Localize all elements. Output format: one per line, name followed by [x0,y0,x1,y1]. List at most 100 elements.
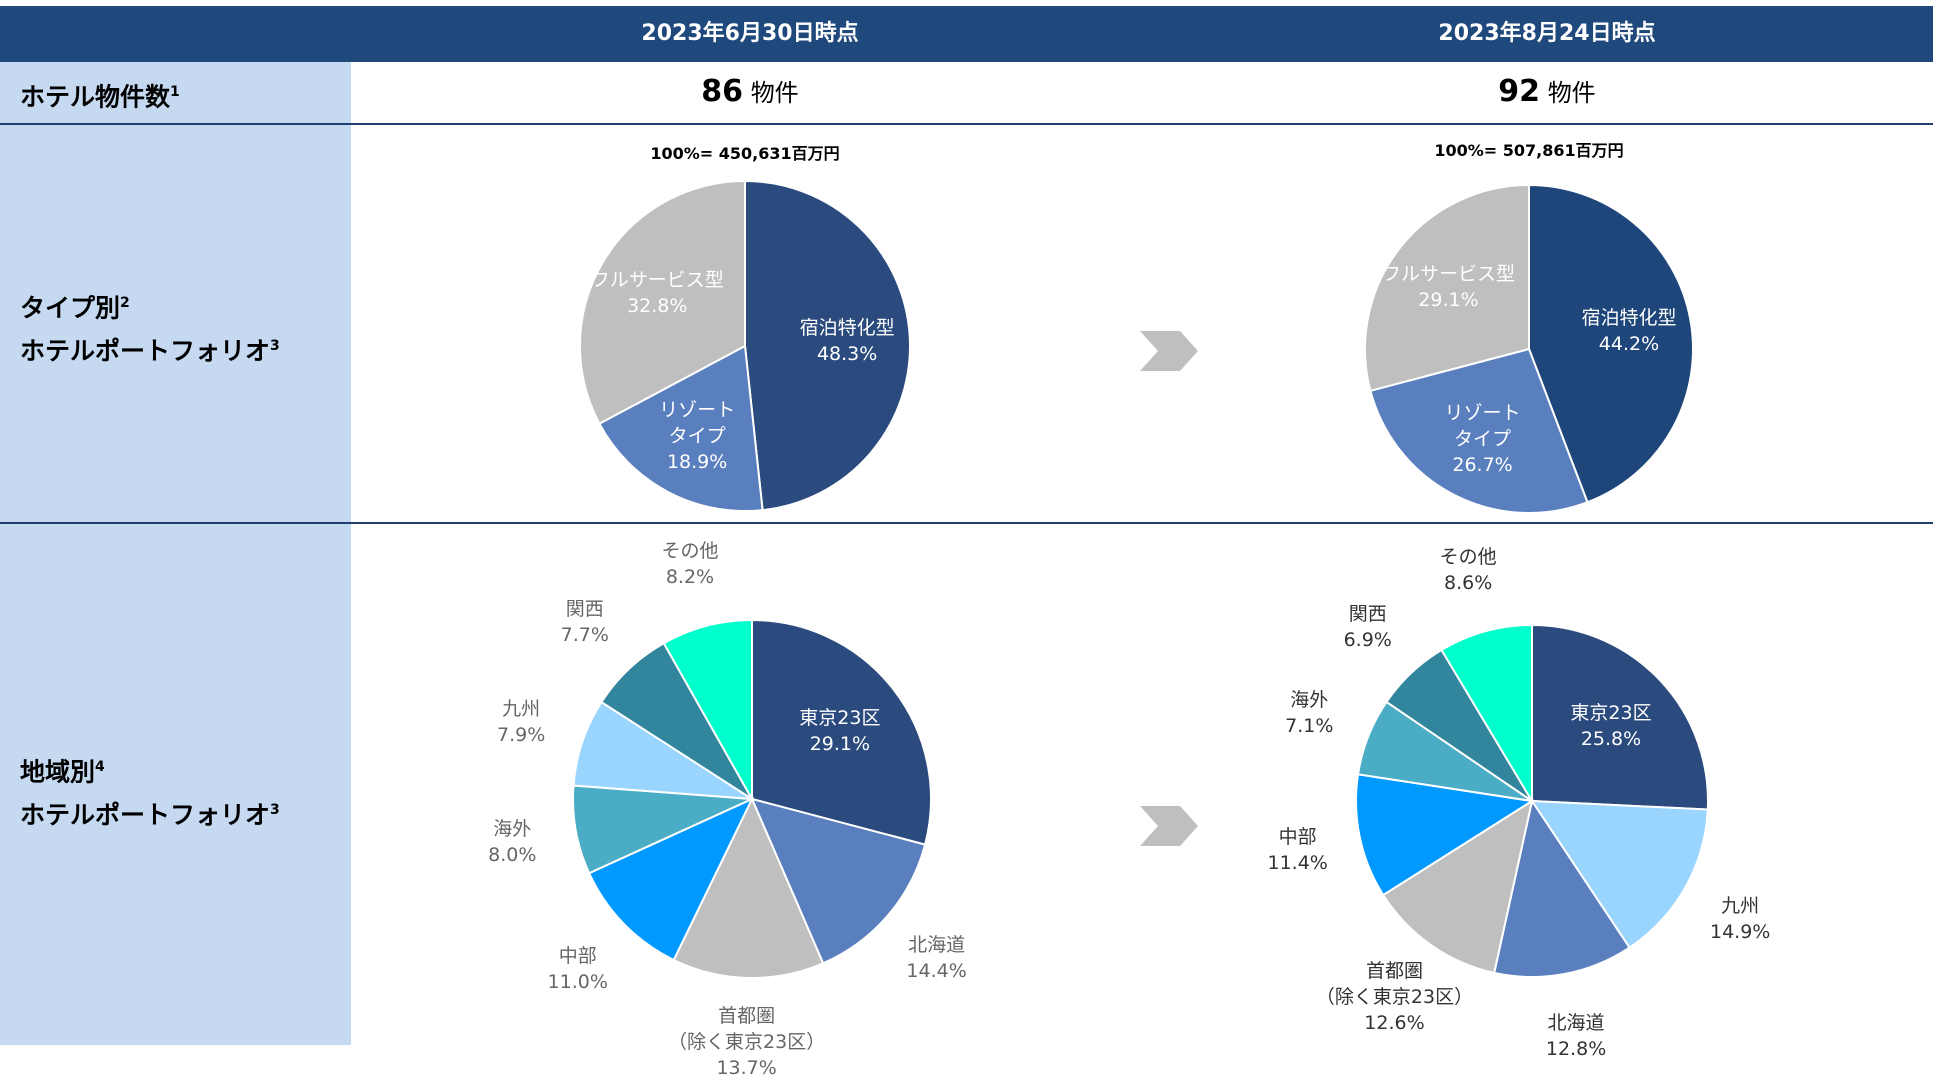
category-label: 首都圏 （除く東京23区） [668,1005,826,1054]
category-label: 海外 [493,817,532,840]
value-label: 12.6% [1364,1011,1425,1034]
slice-label: 中部 11.4% [1267,824,1327,876]
slice-label: 宿泊特化型 48.3% [800,315,895,367]
category-label: 九州 [1721,895,1760,918]
value-label: 11.4% [1267,851,1328,874]
row-label-cell [0,524,351,1045]
category-label: フルサービス型 [590,269,724,292]
slice-label: 中部 11.0% [548,943,608,995]
value-label: 29.1% [1418,288,1479,311]
column-header: 2023年6月30日時点 [641,21,859,46]
category-label: 北海道 [1547,1012,1605,1035]
pie-slice [1369,347,1589,514]
category-label: その他 [661,539,719,562]
value-label: 26.7% [1452,454,1513,477]
value-label: 14.9% [1709,921,1771,944]
row-label-cell [0,62,351,123]
arrow [1140,331,1198,371]
category-label: 東京23区 [799,707,881,730]
slice-label: 九州 7.9% [497,696,545,748]
chart-title: 100%= 450,631百万円 [650,144,840,163]
category-label: その他 [1439,546,1497,569]
header-bar [0,6,1933,62]
value-label: 18.9% [666,451,728,474]
slice-label: 東京23区 25.8% [1570,700,1651,752]
category-label: 九州 [502,697,541,720]
slice-label: その他 8.6% [1440,544,1497,596]
pie-slice [598,344,764,512]
row-label: ホテル物件数1 [20,82,180,112]
value-label: 32.8% [627,295,688,318]
pie-slice [672,796,825,979]
pie-slice [750,797,927,965]
category-label: 首都圏 （除く東京23区） [1315,959,1474,1008]
slice-label: 首都圏 （除く東京23区） 12.6% [1316,958,1473,1036]
value-label: 6.9% [1343,628,1392,651]
charts [572,179,1709,979]
slice-label: リゾート タイプ 26.7% [1445,400,1521,478]
row-label: 地域別4 ホテルポートフォリオ3 [20,757,280,830]
category-label: 宿泊特化型 [799,316,895,339]
value-label: 8.6% [1444,572,1493,595]
category-label: 中部 [558,944,597,967]
pie-slice [1530,799,1709,949]
value-label: 11.0% [547,970,608,993]
value-label: 14.4% [906,959,967,982]
value-label: 13.7% [716,1057,777,1080]
category-label: フルサービス型 [1381,262,1515,285]
category-label: 北海道 [908,933,966,956]
pie-slice [1528,183,1694,504]
column-header: 2023年8月24日時点 [1438,21,1656,46]
slice-label: 北海道 12.8% [1546,1010,1606,1062]
pie-slice [1492,798,1631,978]
category-label: 宿泊特化型 [1581,306,1677,329]
slice-label: 宿泊特化型 44.2% [1581,305,1676,357]
category-label: 関西 [1348,602,1387,625]
slice-label: その他 8.2% [661,538,718,590]
row-label-cell [0,125,351,522]
category-label: リゾート タイプ [1444,402,1521,451]
chart-title: 100%= 507,861百万円 [1434,141,1624,160]
pie-slice [1381,798,1534,975]
pie-slice [1355,773,1535,897]
arrow [1140,806,1198,846]
category-label: 東京23区 [1570,701,1652,724]
pie-slice [572,784,753,875]
slice-label: 関西 7.7% [561,596,609,648]
pie-slice [579,179,746,426]
slice-label: 九州 14.9% [1710,893,1770,945]
pie-slice [1364,183,1530,393]
pie-slice [751,618,932,846]
category-label: 関西 [565,598,604,621]
property-count: 92 物件 [1498,74,1596,109]
slice-label: フルサービス型 29.1% [1382,261,1515,313]
row-separator [0,522,1933,524]
pie-slice [1531,623,1709,811]
value-label: 7.7% [560,624,609,647]
slice-label: 首都圏 （除く東京23区） 13.7% [668,1003,825,1081]
row-separator [0,123,1933,125]
property-count: 86 物件 [701,74,799,109]
pie-slice [587,796,755,962]
pie-slice [744,179,911,512]
value-label: 12.8% [1545,1038,1607,1061]
slice-label: フルサービス型 32.8% [591,267,724,319]
row-label: タイプ別2 ホテルポートフォリオ3 [20,293,280,366]
slice-label: 海外 7.1% [1285,687,1333,739]
value-label: 25.8% [1580,727,1642,750]
slice-label: リゾート タイプ 18.9% [659,397,735,475]
category-label: 中部 [1278,825,1317,848]
value-label: 7.1% [1285,715,1334,738]
pie-slice [1440,623,1533,805]
slice-label: 海外 8.0% [488,816,536,868]
pie-slice [662,618,753,803]
slice-label: 北海道 14.4% [906,932,966,984]
slide: 2023年6月30日時点 2023年8月24日時点 ホテル物件数1 タイプ別2 ホ… [0,6,1933,1079]
value-label: 8.2% [665,565,715,588]
category-label: リゾート タイプ [659,399,736,448]
value-label: 7.9% [497,723,546,746]
slice-label: 東京23区 29.1% [799,705,880,757]
category-label: 海外 [1290,689,1329,712]
value-label: 8.0% [488,843,537,866]
slice-label: 関西 6.9% [1344,601,1392,653]
